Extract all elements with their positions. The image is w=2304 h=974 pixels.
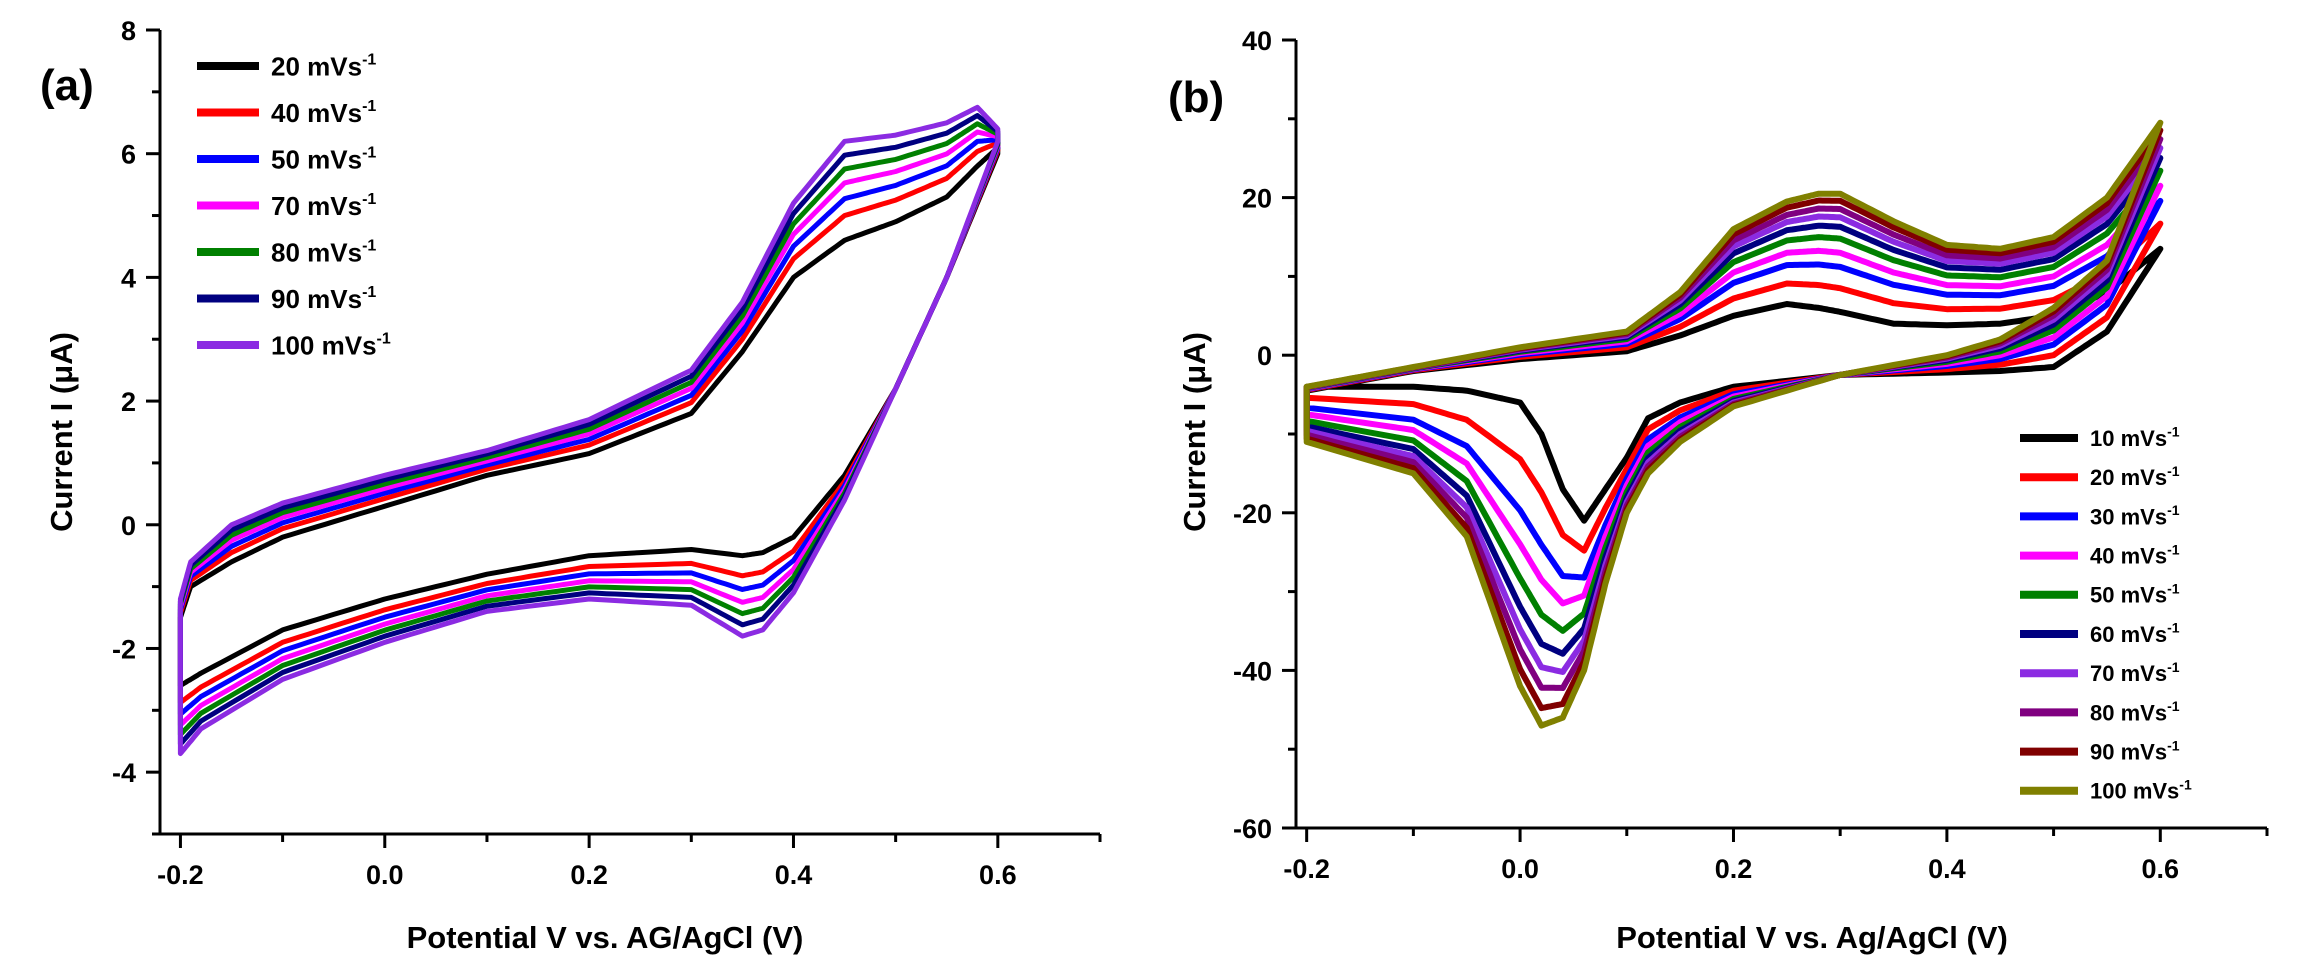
legend-label-10-mvs: 10 mVs-1 xyxy=(2090,424,2180,451)
legend-label-100-mvs: 100 mVs-1 xyxy=(271,330,391,360)
y-tick-label: 6 xyxy=(121,140,136,170)
cv-curve-30-mvs xyxy=(1303,197,2164,581)
x-tick-label: 0.6 xyxy=(979,860,1017,890)
legend-label-70-mvs: 70 mVs-1 xyxy=(271,191,376,221)
legend-label-40-mvs: 40 mVs-1 xyxy=(2090,541,2180,568)
x-tick-label: 0.6 xyxy=(2142,854,2180,884)
y-tick-label: -60 xyxy=(1233,814,1272,844)
y-tick-label: 8 xyxy=(121,16,136,46)
x-tick-label: 0.4 xyxy=(1928,854,1966,884)
panel-b-curves xyxy=(1303,119,2164,729)
cv-curve-70-mvs xyxy=(1303,145,2164,675)
cv-curve-80-mvs xyxy=(177,121,1001,738)
cv-curve-20-mvs xyxy=(177,145,1001,689)
legend-label-30-mvs: 30 mVs-1 xyxy=(2090,502,2180,529)
cv-curve-100-mvs xyxy=(177,104,1001,757)
cv-curve-100-mvs xyxy=(1303,119,2164,729)
x-tick-label: 0.2 xyxy=(570,860,608,890)
y-tick-label: 0 xyxy=(1257,341,1272,371)
y-tick-label: 0 xyxy=(121,511,136,541)
legend-label-20-mvs: 20 mVs-1 xyxy=(2090,463,2180,490)
cv-curve-10-mvs xyxy=(1303,245,2164,524)
x-tick-label: -0.2 xyxy=(1283,854,1330,884)
y-tick-label: 2 xyxy=(121,387,136,417)
y-tick-label: 40 xyxy=(1242,26,1272,56)
panel-b-y-axis-title: Current I (μA) xyxy=(1177,332,1212,532)
legend-label-20-mvs: 20 mVs-1 xyxy=(271,51,376,81)
legend-label-40-mvs: 40 mVs-1 xyxy=(271,98,376,128)
panel-a-axes: -0.2 0.0 0.2 0.4 0.6 -4 -2 0 2 4 6 8 xyxy=(112,16,1102,890)
y-tick-label: 4 xyxy=(121,263,136,293)
panel-a-y-axis-title: Current I (μA) xyxy=(44,332,79,532)
panel-a-label: (a) xyxy=(40,61,94,110)
x-tick-label: 0.0 xyxy=(1501,854,1539,884)
panel-a-legend: 20 mVs-1 40 mVs-1 50 mVs-1 70 mVs-1 80 mVs-1… xyxy=(197,51,391,360)
panel-a: (a) -0.2 0.0 0.2 0.4 0.6 -4 -2 0 2 4 6 8 Potential … xyxy=(40,16,1102,955)
legend-label-80-mvs: 80 mVs-1 xyxy=(2090,698,2180,725)
legend-label-50-mvs: 50 mVs-1 xyxy=(2090,580,2180,607)
cv-curve-50-mvs xyxy=(177,137,1001,717)
legend-label-80-mvs: 80 mVs-1 xyxy=(271,237,376,267)
legend-label-60-mvs: 60 mVs-1 xyxy=(2090,620,2180,647)
cv-curve-50-mvs xyxy=(1303,167,2164,634)
panel-b-label: (b) xyxy=(1168,73,1224,122)
legend-label-90-mvs: 90 mVs-1 xyxy=(271,284,376,314)
y-tick-label: 20 xyxy=(1242,184,1272,214)
y-tick-label: -40 xyxy=(1233,656,1272,686)
cv-curve-80-mvs xyxy=(1303,136,2164,691)
x-tick-label: 0.2 xyxy=(1715,854,1753,884)
panel-b-axes: -0.2 0.0 0.2 0.4 0.6 -60 -40 -20 0 20 40 xyxy=(1233,26,2269,884)
cv-curve-70-mvs xyxy=(177,129,1001,728)
x-tick-label: 0.0 xyxy=(366,860,404,890)
y-tick-label: -20 xyxy=(1233,499,1272,529)
legend-label-50-mvs: 50 mVs-1 xyxy=(271,144,376,174)
panel-b: (b) -0.2 0.0 0.2 0.4 0.6 -60 -40 -20 0 20 40 Poten… xyxy=(1168,26,2269,955)
cv-curve-40-mvs xyxy=(1303,182,2164,607)
cv-curve-90-mvs xyxy=(1303,127,2164,712)
cv-curve-60-mvs xyxy=(1303,155,2164,657)
cv-curve-20-mvs xyxy=(1303,220,2164,554)
y-tick-label: -2 xyxy=(112,634,136,664)
panel-a-curves xyxy=(177,104,1001,757)
x-tick-label: -0.2 xyxy=(157,860,204,890)
legend-label-100-mvs: 100 mVs-1 xyxy=(2090,776,2192,803)
cv-curve-90-mvs xyxy=(177,113,1001,747)
y-tick-label: -4 xyxy=(112,758,136,788)
legend-label-90-mvs: 90 mVs-1 xyxy=(2090,737,2180,764)
legend-label-70-mvs: 70 mVs-1 xyxy=(2090,659,2180,686)
cv-curve-40-mvs xyxy=(177,140,1001,706)
x-tick-label: 0.4 xyxy=(775,860,813,890)
panel-b-x-axis-title: Potential V vs. Ag/AgCl (V) xyxy=(1616,920,2008,955)
panel-a-x-axis-title: Potential V vs. AG/AgCl (V) xyxy=(407,920,804,955)
panel-b-legend: 10 mVs-1 20 mVs-1 30 mVs-1 40 mVs-1 50 mVs-1… xyxy=(2020,424,2192,804)
